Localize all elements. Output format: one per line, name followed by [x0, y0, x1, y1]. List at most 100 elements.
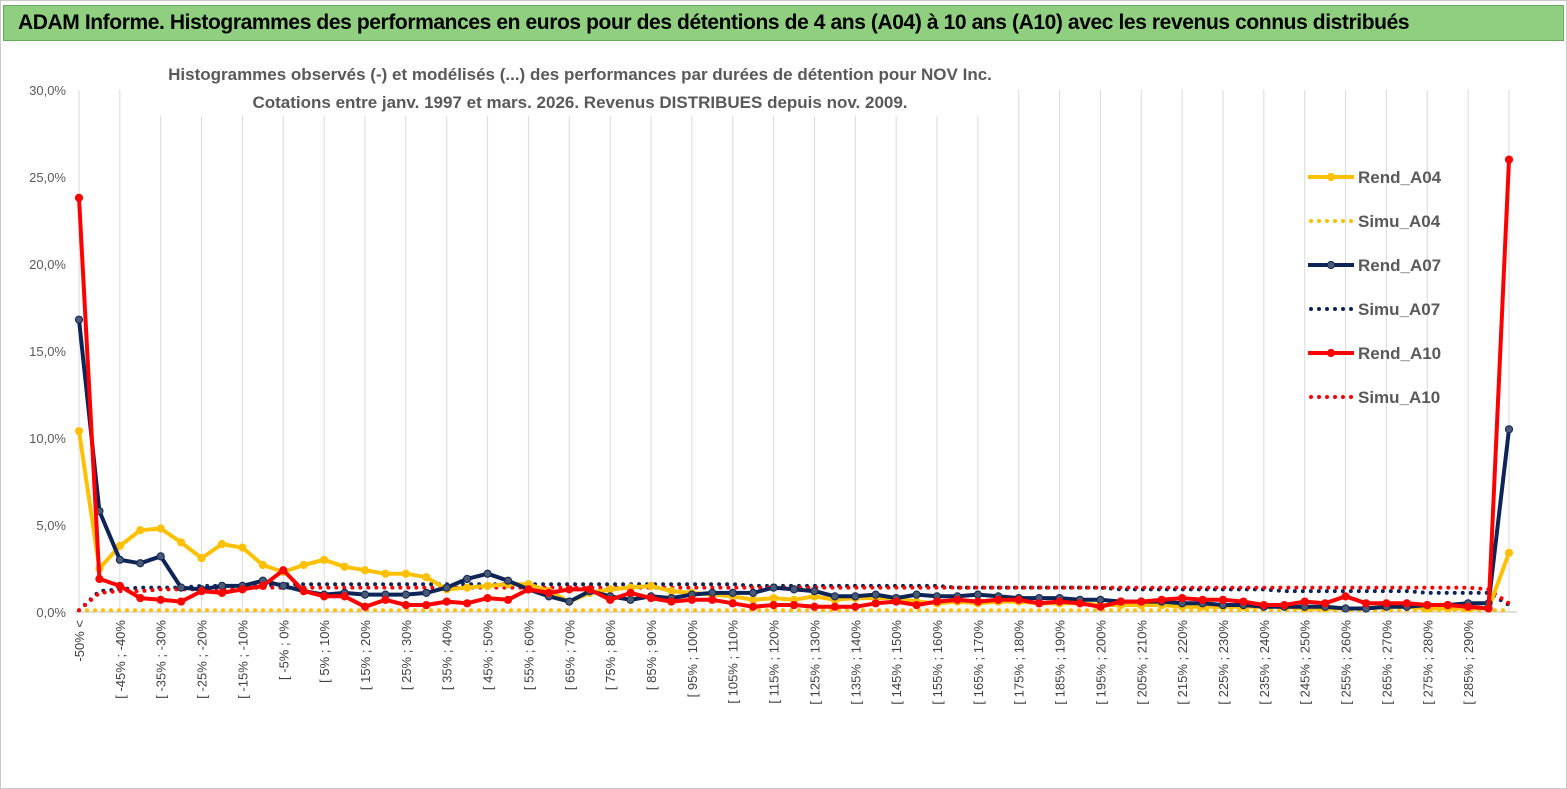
data-point — [360, 602, 370, 611]
x-tick-label: [ -15% ; -10% — [235, 620, 250, 699]
data-point — [360, 566, 370, 575]
data-point — [422, 588, 431, 597]
data-point — [1259, 600, 1268, 610]
data-point — [1198, 595, 1207, 604]
y-tick-label: 25,0% — [29, 170, 66, 185]
x-tick-label: [ 65% ; 70% — [562, 620, 577, 691]
x-tick-label: [ 25% ; 30% — [399, 620, 414, 691]
data-point — [769, 600, 778, 610]
data-point — [1341, 604, 1350, 613]
data-point — [442, 597, 451, 606]
data-point — [360, 590, 370, 599]
data-point — [973, 590, 982, 599]
data-point — [1096, 602, 1105, 611]
data-point — [156, 595, 165, 604]
x-axis: -50% < [ -45% ; -40% [ -35% ; -30% [ -25% ;… — [72, 620, 1476, 705]
x-tick-label: [ -5% ; 0% — [276, 620, 291, 680]
data-point — [1055, 597, 1064, 606]
data-point — [320, 592, 329, 601]
x-tick-label: [ 235% ; 240% — [1257, 620, 1272, 705]
data-point — [483, 581, 492, 591]
data-point — [1361, 599, 1371, 608]
data-point — [238, 543, 247, 552]
report-title: ADAM Informe. Histogrammes des performan… — [18, 11, 1410, 34]
data-point — [483, 569, 492, 578]
series-line — [77, 317, 1511, 611]
data-point — [626, 595, 635, 604]
data-point — [503, 595, 513, 604]
data-point — [1218, 595, 1228, 604]
data-point — [1178, 593, 1187, 603]
data-point — [177, 538, 186, 547]
data-point — [728, 588, 737, 597]
x-tick-label: [ -45% ; -40% — [113, 620, 128, 699]
x-tick-label: [ 55% ; 60% — [521, 620, 536, 691]
data-point — [136, 593, 145, 603]
y-tick-label: 30,0% — [29, 83, 66, 98]
data-point — [1096, 595, 1105, 604]
data-point — [892, 597, 901, 606]
data-point — [463, 599, 472, 608]
data-point — [401, 569, 410, 578]
x-tick-label: [ 185% ; 190% — [1053, 620, 1068, 705]
data-point — [1157, 595, 1166, 604]
data-point — [749, 595, 758, 604]
data-point — [1014, 595, 1023, 604]
x-tick-label: [ 155% ; 160% — [930, 620, 945, 705]
data-point — [401, 600, 410, 610]
data-point — [1423, 600, 1432, 610]
data-point — [1402, 599, 1411, 608]
data-point — [667, 587, 676, 596]
data-point — [442, 583, 451, 592]
data-point — [74, 426, 84, 436]
data-point — [871, 599, 880, 608]
data-point — [646, 581, 656, 591]
x-tick-label: [ 255% ; 260% — [1339, 620, 1354, 705]
data-point — [769, 583, 778, 592]
data-point — [340, 562, 349, 571]
data-point — [708, 595, 717, 604]
x-tick-label: [ 15% ; 20% — [358, 620, 373, 691]
x-tick-label: [ 215% ; 220% — [1175, 620, 1190, 705]
legend-label: Rend_A04 — [1358, 168, 1442, 187]
data-point — [279, 566, 288, 575]
data-point — [1484, 604, 1493, 613]
legend-label: Rend_A10 — [1358, 344, 1441, 363]
legend-marker — [1326, 172, 1336, 182]
x-tick-label: -50% < — [72, 620, 87, 662]
data-point — [258, 581, 267, 591]
data-point — [932, 597, 942, 606]
data-point — [646, 593, 656, 603]
data-point — [177, 597, 186, 606]
data-point — [115, 581, 124, 591]
data-point — [789, 585, 799, 594]
data-point — [687, 595, 696, 604]
data-point — [177, 583, 186, 592]
data-point — [1504, 548, 1514, 557]
x-tick-label: [ 205% ; 210% — [1134, 620, 1149, 705]
data-point — [606, 595, 615, 604]
x-tick-label: [ 265% ; 270% — [1379, 620, 1394, 705]
data-point — [749, 588, 758, 597]
data-point — [197, 553, 206, 563]
x-tick-label: [ 5% ; 10% — [317, 620, 332, 683]
data-point — [565, 597, 574, 606]
y-tick-label: 15,0% — [29, 344, 66, 359]
series-line — [77, 582, 1511, 613]
data-point — [606, 585, 615, 594]
data-point — [524, 585, 533, 594]
data-point — [1504, 155, 1514, 164]
data-point — [973, 597, 982, 606]
data-point — [1116, 597, 1125, 606]
data-point — [136, 526, 145, 535]
y-axis: 0,0% 5,0% 10,0% 15,0% 20,0% 25,0% 30,0% — [29, 83, 66, 620]
data-point — [217, 540, 227, 549]
series-group — [74, 155, 1514, 613]
data-point — [728, 599, 737, 608]
data-point — [74, 193, 84, 202]
chart-title-background — [152, 56, 1010, 116]
series-simu_a07 — [77, 582, 1511, 613]
data-point — [830, 602, 839, 611]
x-tick-label: [ 275% ; 280% — [1420, 620, 1435, 705]
